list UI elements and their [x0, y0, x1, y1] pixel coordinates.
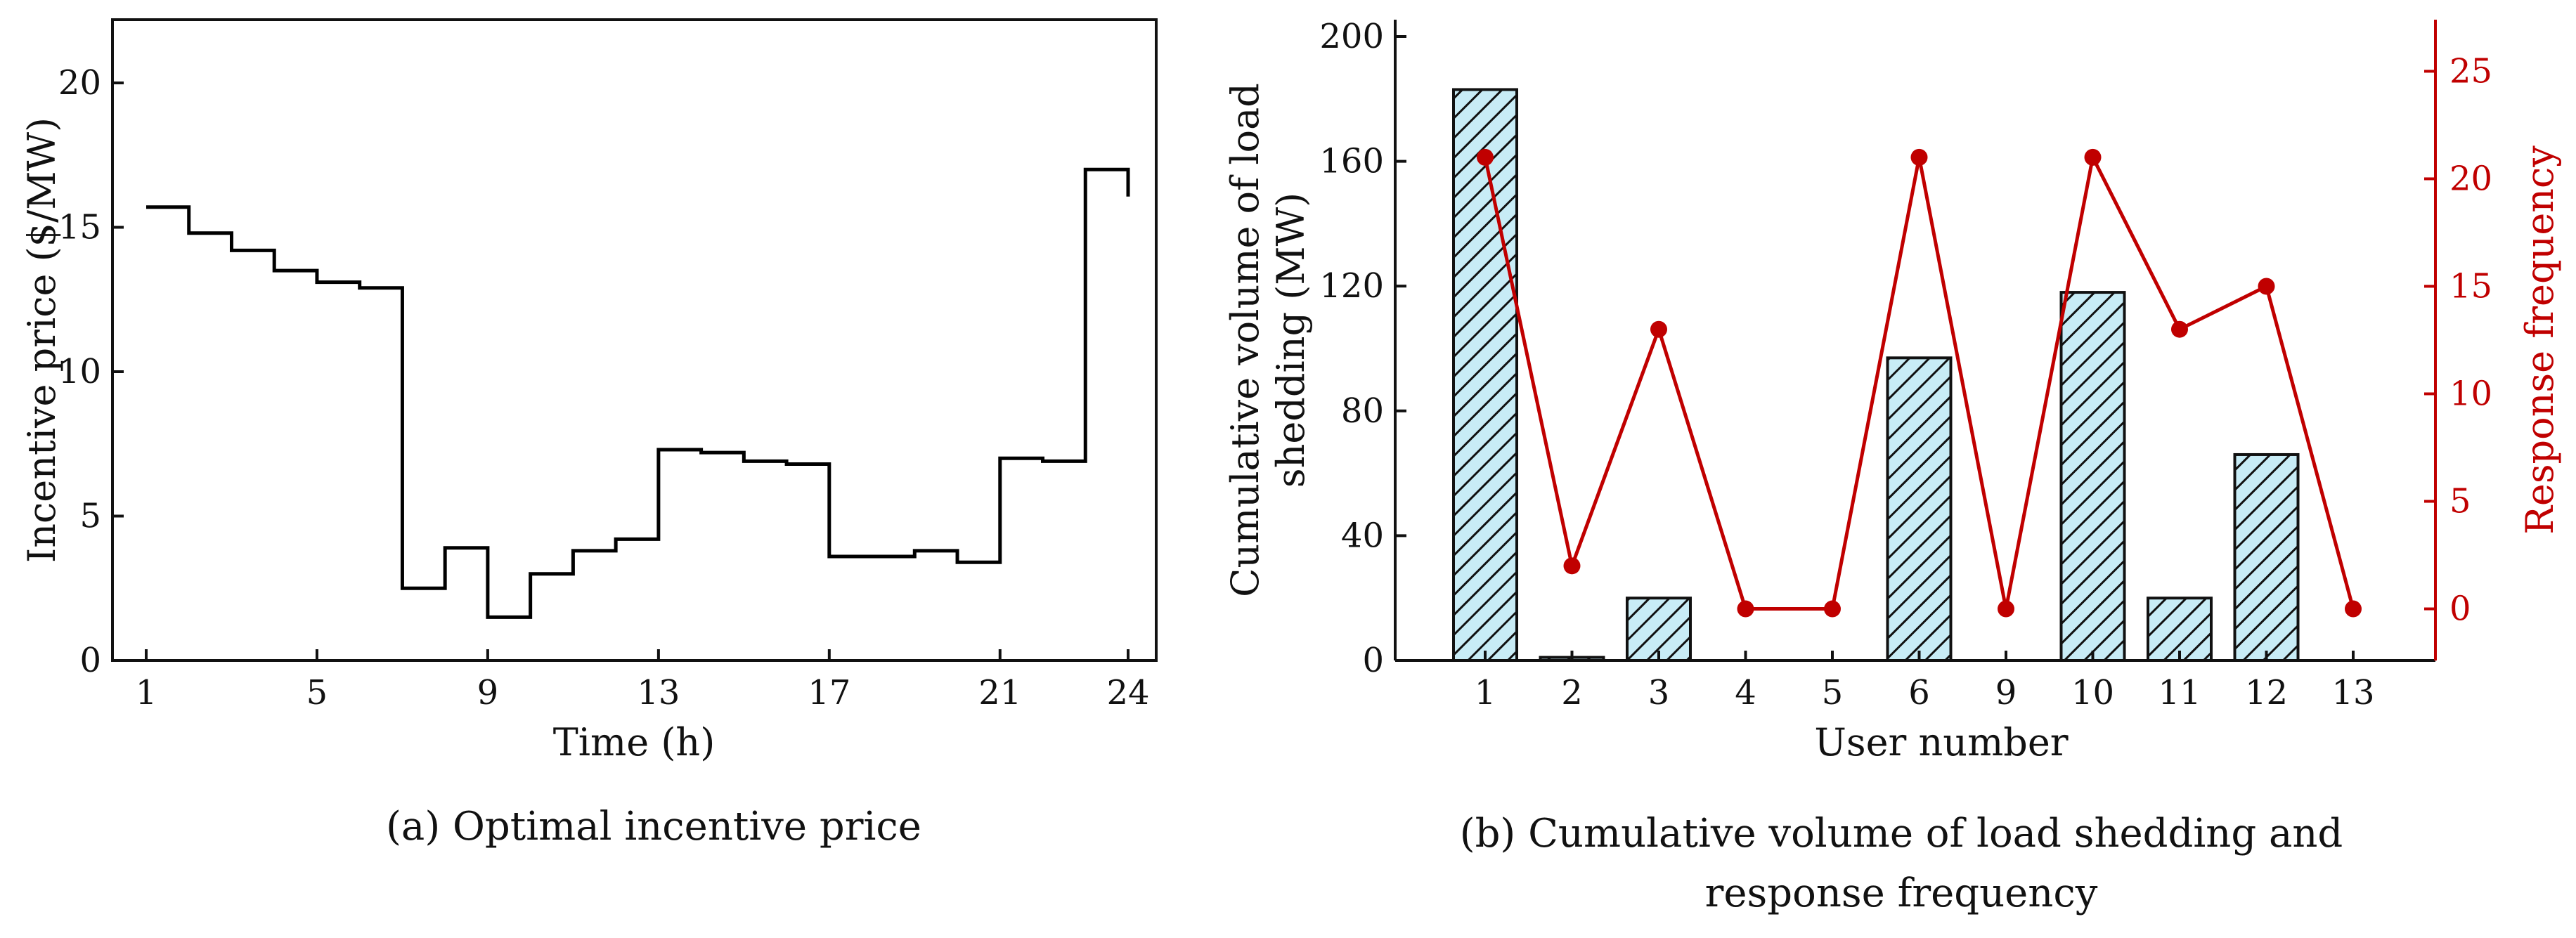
chart-a-ytick-label: 20 [58, 63, 101, 103]
chart-b: 1 2 3 4 5 6 9 10 11 12 13040801201602000510152025 … [1223, 17, 2562, 916]
chart-b-ytick-label: 80 [1341, 391, 1384, 431]
chart-b-y2tick-label: 20 [2449, 159, 2492, 198]
chart-b-ytick-label: 160 [1319, 142, 1384, 181]
chart-a-xtick-label: 21 [978, 673, 1021, 712]
chart-b-xtick-label: 3 [1648, 673, 1670, 712]
chart-b-bar [2147, 597, 2213, 663]
chart-b-frequency-point [1563, 557, 1581, 575]
chart-b-xtick-label: 10 [2071, 673, 2114, 712]
chart-b-frequency-point [1910, 148, 1928, 166]
chart-b-y2tick-label: 15 [2449, 266, 2492, 306]
chart-b-ylabel-line-1: Cumulative volume of load [1223, 83, 1267, 597]
chart-b-xtick-label: 5 [1822, 673, 1844, 712]
chart-a-xtick-label: 13 [637, 673, 680, 712]
chart-a-ylabel: Incentive price ($/MW) [20, 117, 64, 563]
chart-b-bar [1626, 597, 1692, 663]
chart-a-caption: (a) Optimal incentive price [386, 804, 921, 849]
chart-b-xtick-label: 2 [1561, 673, 1583, 712]
chart-b-frequency-point [1650, 320, 1667, 338]
chart-b-caption-line-1: (b) Cumulative volume of load shedding a… [1460, 811, 2343, 856]
chart-a-xtick-label: 9 [477, 673, 499, 712]
chart-b-frequency-point [2084, 148, 2102, 166]
chart-a-ytick-label: 15 [58, 208, 101, 247]
chart-b-xtick-label: 12 [2245, 673, 2288, 712]
chart-b-bar [2059, 291, 2126, 662]
chart-b-frequency-point [2345, 600, 2362, 618]
chart-b-frequency-point [1998, 600, 2014, 618]
chart-b-frequency-points [1477, 148, 2362, 618]
chart-b-caption-line-2: response frequency [1705, 871, 2098, 916]
chart-b-xtick-label: 11 [2158, 673, 2201, 712]
chart-b-xtick-label: 6 [1908, 673, 1930, 712]
chart-b-xtick-label: 13 [2331, 673, 2374, 712]
chart-b-ytick-label: 200 [1319, 17, 1384, 56]
chart-b-y2label: Response frequency [2518, 145, 2562, 535]
chart-b-xtick-label: 1 [1475, 673, 1496, 712]
chart-a-xtick-label: 1 [136, 673, 157, 712]
chart-b-y2tick-label: 5 [2449, 482, 2471, 521]
chart-b-frequency-point [2258, 278, 2275, 295]
chart-b-xtick-label: 9 [1995, 673, 2017, 712]
chart-b-bar [1886, 356, 1953, 662]
chart-a-ytick-label: 0 [79, 641, 101, 680]
chart-b-ylabel-line-2: shedding (MW) [1269, 193, 1313, 488]
chart-b-xtick-label: 4 [1735, 673, 1756, 712]
chart-b-y2tick-label: 10 [2449, 374, 2492, 414]
chart-b-ytick-label: 40 [1341, 516, 1384, 555]
chart-b-frequency-point [1477, 148, 1494, 166]
chart-b-ytick-label: 120 [1319, 266, 1384, 306]
chart-a-ytick-label: 5 [79, 497, 101, 536]
chart-b-bar [1452, 88, 1518, 663]
chart-b-bars [1452, 88, 2300, 663]
chart-b-xlabel: User number [1814, 720, 2068, 764]
chart-b-y2tick-label: 0 [2449, 589, 2471, 629]
chart-b-frequency-point [1737, 600, 1754, 618]
chart-b-frequency-point [2171, 320, 2188, 338]
chart-b-frequency-point [1824, 600, 1841, 618]
chart-a-frame [111, 18, 1158, 662]
chart-a-xtick-label: 24 [1106, 673, 1149, 712]
chart-b-bar [2233, 452, 2300, 663]
chart-b-ytick-label: 0 [1362, 641, 1384, 680]
chart-a-xtick-label: 17 [808, 673, 850, 712]
chart-a-ytick-label: 10 [58, 352, 101, 391]
chart-b-y2tick-label: 25 [2449, 51, 2492, 91]
chart-a-price-line [146, 167, 1130, 619]
chart-a-xlabel: Time (h) [553, 720, 716, 764]
chart-a-xtick-label: 5 [306, 673, 328, 712]
